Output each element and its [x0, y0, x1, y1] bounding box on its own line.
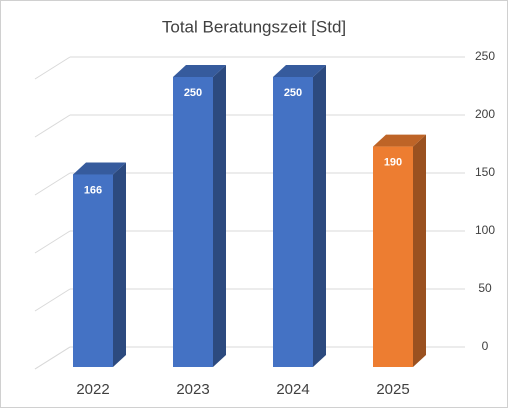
bar-top	[173, 65, 226, 77]
bar-side	[413, 134, 426, 367]
x-tick-label: 2022	[76, 381, 109, 398]
grid-line-wall	[34, 56, 71, 80]
y-tick-label: 150	[475, 165, 495, 179]
bar-top	[273, 65, 326, 77]
grid-line-wall	[34, 230, 71, 254]
x-tick-label: 2024	[276, 381, 309, 398]
bar-side	[113, 162, 126, 367]
data-label: 190	[384, 157, 402, 169]
y-tick-label: 50	[478, 281, 492, 295]
y-tick-label: 100	[475, 223, 495, 237]
y-tick-label: 200	[475, 107, 495, 121]
bar-top	[73, 162, 126, 175]
y-tick-label: 0	[482, 339, 489, 353]
y-tick-label: 250	[475, 49, 495, 63]
bar-top	[373, 134, 426, 147]
bar	[73, 174, 113, 367]
grid-line-wall	[34, 346, 71, 370]
bar-side	[313, 65, 326, 367]
bar	[373, 146, 413, 367]
bar-side	[213, 65, 226, 367]
data-label: 250	[184, 87, 202, 99]
bar	[273, 77, 313, 367]
grid-line-wall	[34, 114, 71, 138]
grid-line-wall	[34, 172, 71, 196]
data-label: 250	[284, 87, 302, 99]
chart-title: Total Beratungszeit [Std]	[162, 17, 346, 36]
data-label: 166	[84, 184, 102, 196]
x-tick-label: 2023	[176, 381, 209, 398]
bar	[173, 77, 213, 367]
grid-line-wall	[34, 288, 71, 312]
x-tick-label: 2025	[376, 381, 409, 398]
